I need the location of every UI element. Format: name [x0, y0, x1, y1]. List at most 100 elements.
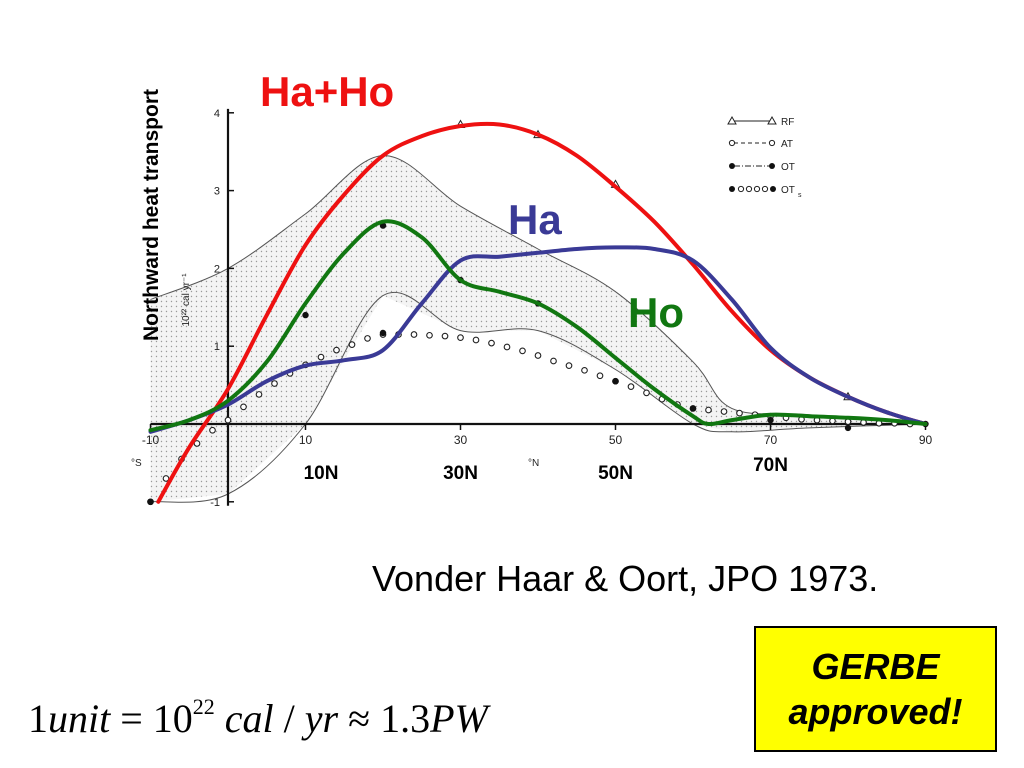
data-point [348, 341, 356, 348]
formula-approx: ≈ 1.3 [338, 696, 431, 741]
latitude-label: 10N [304, 463, 339, 484]
y-tick-label: 1 [214, 341, 220, 353]
data-point [689, 405, 697, 412]
data-point [240, 403, 247, 411]
data-point [147, 498, 154, 505]
data-point [333, 346, 340, 354]
legend-marker [769, 163, 775, 169]
data-point [410, 331, 418, 338]
formula-unit: unit [48, 696, 111, 741]
series-label: Ha+Ho [260, 68, 394, 115]
data-point [565, 362, 573, 370]
legend-label: RF [781, 117, 794, 128]
data-point [705, 406, 712, 414]
x-tick-label: -10 [142, 433, 160, 447]
data-point [503, 343, 511, 351]
data-point [426, 331, 433, 339]
data-point [255, 391, 263, 398]
legend-marker [728, 139, 736, 147]
series-lines [148, 121, 928, 504]
latitude-label: 30N [443, 463, 478, 484]
data-point [457, 334, 464, 341]
y-tick-label: -1 [210, 497, 220, 509]
legend-label: OT [781, 162, 795, 173]
legend-marker [768, 139, 776, 147]
data-point [767, 416, 774, 424]
legend-marker [770, 186, 776, 192]
series-line-ha [148, 245, 928, 434]
data-point [441, 332, 449, 340]
x-tick-label: 30 [454, 433, 468, 447]
x-tick-label: 90 [919, 433, 933, 447]
data-point [534, 352, 542, 359]
formula-slash: / [273, 696, 305, 741]
data-point [317, 353, 325, 361]
x-tick-label: 70 [764, 433, 778, 447]
data-point [596, 372, 604, 380]
data-point [271, 380, 278, 387]
series-label: Ha [508, 196, 562, 243]
x-south-label: °S [131, 458, 142, 469]
data-point [379, 329, 387, 337]
formula-yr: yr [304, 696, 339, 741]
latitude-label: 50N [598, 463, 633, 484]
legend-marker [727, 115, 737, 125]
data-point [224, 416, 232, 424]
uncertainty-band [150, 155, 926, 503]
legend-marker [729, 186, 735, 192]
series-labels: Ha+Ho Ha Ho [260, 68, 684, 336]
formula-cal: cal [214, 696, 274, 741]
legend-subscript: s [798, 192, 802, 199]
legend-marker [737, 185, 745, 193]
y-tick-label: 3 [214, 186, 220, 198]
badge-line-2: approved! [788, 691, 963, 732]
data-point [209, 426, 216, 434]
formula-lead: 1 [28, 696, 48, 741]
data-point [550, 357, 557, 365]
y-axis-title: Northward heat transport [140, 88, 163, 342]
latitude-label: 70N [753, 455, 788, 476]
gerbe-badge: GERBE approved! [754, 626, 997, 752]
formula-pw: PW [430, 696, 488, 741]
data-point [612, 378, 619, 385]
formula-exp: 22 [192, 694, 215, 719]
citation: Vonder Haar & Oort, JPO 1973. [372, 558, 879, 599]
legend-marker [767, 115, 777, 125]
band-lower-edge [150, 292, 926, 503]
data-point [302, 311, 309, 319]
legend-marker [753, 185, 761, 193]
y-unit-label: 10²² cal yr⁻¹ [181, 273, 192, 327]
formula-eq: = 10 [110, 696, 193, 741]
y-tick-label: 2 [214, 263, 220, 275]
band-upper-edge [150, 155, 926, 425]
data-point [581, 366, 588, 374]
data-point [162, 475, 170, 482]
x-north-label: °N [528, 458, 539, 469]
data-point [193, 440, 201, 447]
axes: -10 10 30 50 70 90 -1 1 2 3 4 °S °N 10²² cal yr⁻¹ 10N 3… [131, 108, 932, 509]
legend-marker [761, 185, 769, 193]
data-point [643, 389, 650, 397]
data-point [736, 409, 743, 417]
unit-formula: 1unit = 1022 cal / yr ≈ 1.3PW [28, 694, 488, 742]
series-label: Ho [628, 289, 684, 336]
legend-label: OT [781, 185, 795, 196]
legend-marker [745, 185, 753, 193]
legend-marker [729, 163, 735, 169]
data-point [472, 336, 480, 344]
x-tick-label: 50 [609, 433, 623, 447]
data-point [519, 347, 526, 355]
data-point [364, 335, 371, 342]
band-fill [150, 155, 926, 502]
data-point [488, 339, 495, 347]
data-point [844, 424, 852, 432]
x-tick-label: 10 [299, 433, 313, 447]
badge-line-1: GERBE [811, 646, 940, 687]
series-line-ho [148, 219, 928, 433]
data-point [627, 383, 635, 391]
y-tick-label: 4 [214, 108, 220, 120]
data-point [720, 408, 728, 415]
legend-label: AT [781, 139, 793, 150]
